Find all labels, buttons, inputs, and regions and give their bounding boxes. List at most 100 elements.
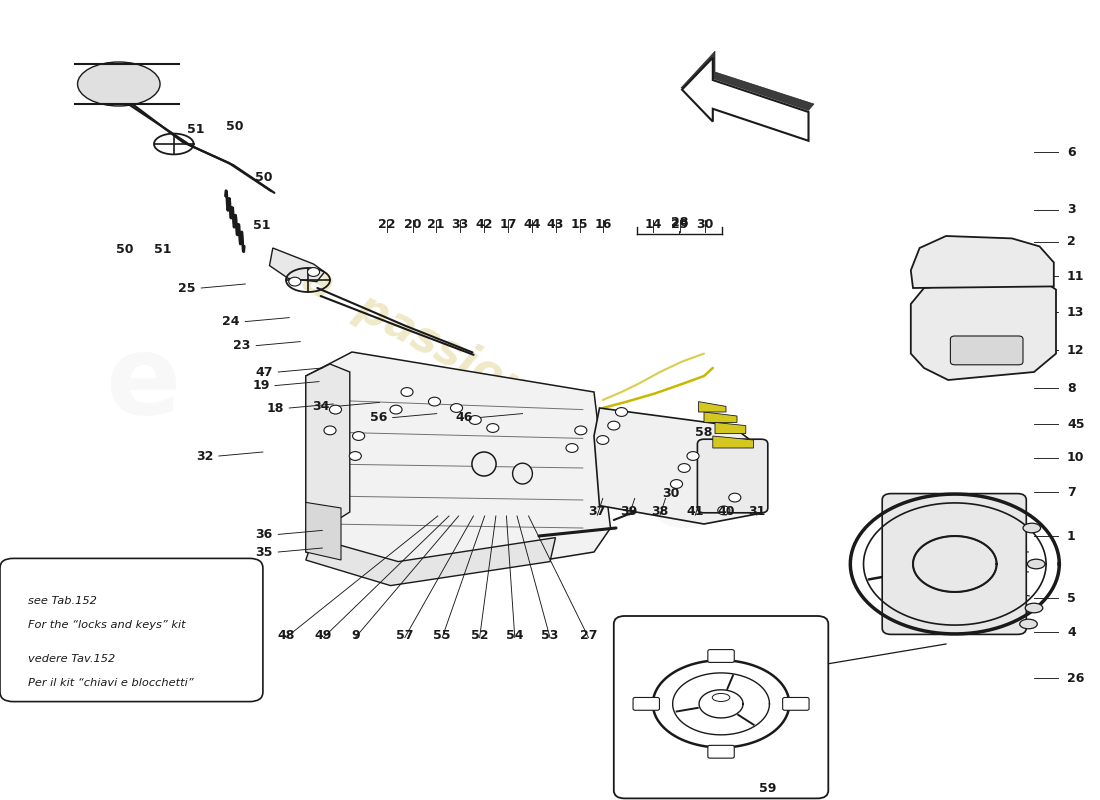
Circle shape	[352, 431, 365, 440]
Text: 24: 24	[222, 315, 240, 328]
Text: Per il kit “chiavi e blocchetti”: Per il kit “chiavi e blocchetti”	[28, 678, 194, 688]
Text: 13: 13	[1067, 306, 1085, 318]
Text: 30: 30	[696, 218, 714, 230]
Polygon shape	[681, 51, 814, 110]
Circle shape	[323, 426, 337, 434]
Polygon shape	[682, 58, 808, 141]
Text: 2: 2	[1067, 235, 1076, 248]
Text: 46: 46	[455, 411, 473, 424]
Ellipse shape	[472, 452, 496, 476]
Text: 16: 16	[594, 218, 612, 230]
Text: 7: 7	[1067, 486, 1076, 498]
Text: e: e	[645, 442, 719, 550]
Text: 52: 52	[471, 629, 488, 642]
Text: 53: 53	[541, 629, 559, 642]
Text: 3: 3	[1067, 203, 1076, 216]
Circle shape	[717, 506, 730, 515]
Text: a  passion  for: a passion for	[295, 258, 629, 462]
Polygon shape	[306, 538, 556, 586]
Text: 18: 18	[266, 402, 284, 414]
Circle shape	[566, 443, 579, 452]
Text: 43: 43	[547, 218, 564, 230]
Text: 17: 17	[499, 218, 517, 230]
Text: 38: 38	[651, 506, 669, 518]
Circle shape	[288, 278, 301, 286]
Polygon shape	[913, 536, 997, 592]
Text: 50: 50	[116, 243, 133, 256]
Ellipse shape	[1020, 619, 1037, 629]
Ellipse shape	[1023, 523, 1041, 533]
Text: 30: 30	[662, 487, 680, 500]
Text: 8: 8	[1067, 382, 1076, 394]
Text: 6: 6	[1067, 146, 1076, 158]
Circle shape	[678, 464, 691, 472]
FancyBboxPatch shape	[697, 439, 768, 513]
Text: 33: 33	[451, 218, 469, 230]
Text: e: e	[106, 330, 180, 438]
FancyBboxPatch shape	[950, 336, 1023, 365]
Text: 58: 58	[695, 426, 713, 438]
Circle shape	[729, 493, 741, 502]
Circle shape	[451, 403, 462, 413]
Polygon shape	[911, 276, 1056, 380]
Circle shape	[671, 480, 682, 488]
Text: 50: 50	[255, 171, 273, 184]
FancyBboxPatch shape	[708, 746, 735, 758]
Ellipse shape	[513, 463, 532, 484]
FancyBboxPatch shape	[708, 650, 735, 662]
Text: 50: 50	[226, 120, 243, 133]
Text: 48: 48	[277, 629, 295, 642]
Polygon shape	[715, 422, 746, 434]
Text: 28: 28	[671, 216, 688, 229]
Text: 51: 51	[253, 219, 271, 232]
Polygon shape	[306, 502, 341, 560]
Text: 35: 35	[255, 546, 273, 558]
Text: 12: 12	[1067, 344, 1085, 357]
Text: 41: 41	[686, 506, 704, 518]
Ellipse shape	[1025, 603, 1043, 613]
Ellipse shape	[1027, 559, 1045, 569]
Polygon shape	[306, 364, 350, 528]
Text: 29: 29	[671, 218, 689, 230]
Text: 55: 55	[433, 629, 451, 642]
Circle shape	[615, 408, 627, 416]
Text: 21: 21	[427, 218, 444, 230]
Circle shape	[389, 406, 403, 414]
Text: e: e	[381, 410, 455, 518]
Circle shape	[469, 416, 482, 424]
Circle shape	[350, 451, 361, 460]
Text: 34: 34	[312, 400, 330, 413]
Text: 10: 10	[1067, 451, 1085, 464]
Circle shape	[608, 421, 620, 430]
Polygon shape	[306, 352, 610, 584]
Text: 15: 15	[571, 218, 588, 230]
Text: For the “locks and keys” kit: For the “locks and keys” kit	[28, 620, 185, 630]
Text: 57: 57	[396, 629, 414, 642]
Text: 37: 37	[588, 506, 606, 518]
Circle shape	[307, 267, 320, 276]
Polygon shape	[911, 236, 1054, 288]
Text: 45: 45	[1067, 418, 1085, 430]
Text: 4: 4	[1067, 626, 1076, 638]
FancyBboxPatch shape	[632, 698, 659, 710]
Text: 20: 20	[404, 218, 421, 230]
FancyBboxPatch shape	[783, 698, 810, 710]
Text: 32: 32	[196, 450, 213, 462]
Circle shape	[686, 451, 700, 460]
Text: see Tab.152: see Tab.152	[28, 596, 97, 606]
Text: 51: 51	[154, 243, 172, 256]
Circle shape	[330, 406, 341, 414]
Text: 14: 14	[645, 218, 662, 230]
Text: 42: 42	[475, 218, 493, 230]
Text: 22: 22	[378, 218, 396, 230]
Polygon shape	[713, 436, 754, 448]
Polygon shape	[698, 402, 726, 412]
Text: 47: 47	[255, 366, 273, 378]
Text: 39: 39	[620, 506, 638, 518]
Circle shape	[486, 424, 499, 432]
Text: 25: 25	[178, 282, 196, 294]
Text: 36: 36	[255, 528, 273, 541]
Text: 44: 44	[524, 218, 541, 230]
Text: 11: 11	[1067, 270, 1085, 282]
Text: 5: 5	[1067, 592, 1076, 605]
